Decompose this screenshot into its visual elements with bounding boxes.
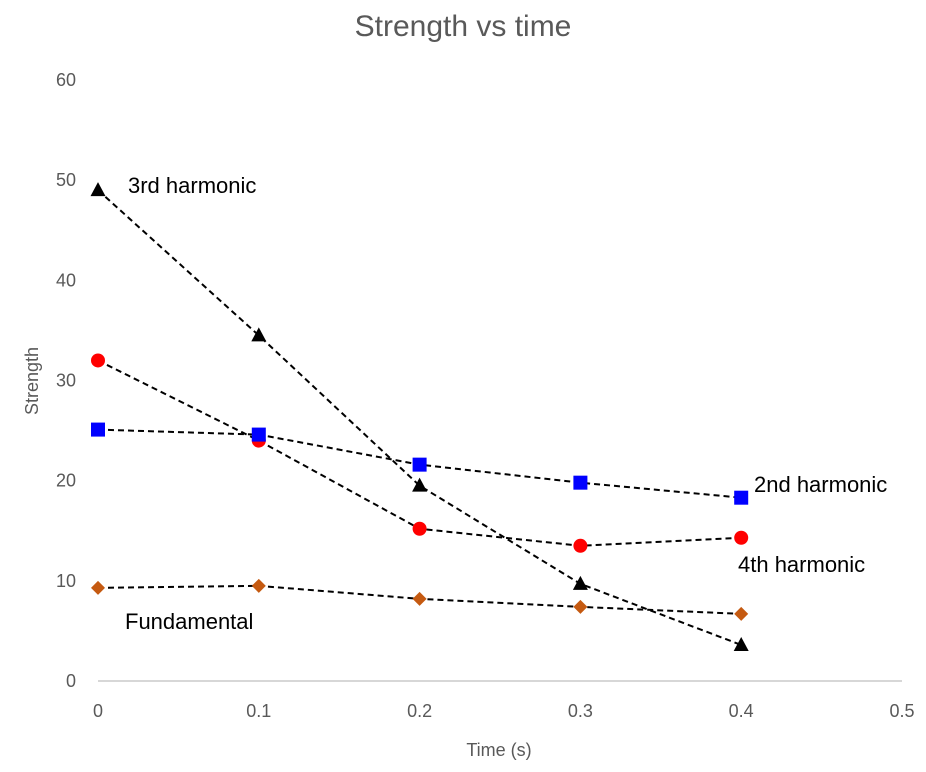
data-point — [90, 182, 106, 197]
y-tick-label: 30 — [56, 371, 76, 391]
data-point — [734, 530, 749, 545]
data-point — [412, 591, 427, 606]
x-tick-label: 0.1 — [246, 701, 271, 721]
data-point — [91, 580, 105, 595]
data-point — [91, 422, 105, 437]
x-tick-label: 0.2 — [407, 701, 432, 721]
y-tick-label: 40 — [56, 270, 76, 290]
x-axis-label: Time (s) — [466, 740, 531, 760]
data-point — [251, 578, 266, 593]
y-tick-label: 10 — [56, 571, 76, 591]
series-label: 2nd harmonic — [754, 472, 887, 497]
data-point — [572, 575, 588, 590]
series-markers — [90, 182, 749, 651]
data-point — [573, 475, 588, 490]
x-tick-label: 0.5 — [889, 701, 914, 721]
x-tick-label: 0.4 — [729, 701, 754, 721]
series-lines — [97, 189, 742, 646]
series-label: 4th harmonic — [738, 552, 865, 577]
axes: 0 10 20 30 40 50 60 0 0.1 0.2 0.3 0.4 0.5 — [56, 70, 915, 721]
x-tick-label: 0 — [93, 701, 103, 721]
data-point — [412, 521, 427, 536]
data-point — [251, 327, 267, 342]
series-line — [97, 359, 742, 547]
data-point — [412, 457, 427, 472]
data-point — [412, 477, 428, 492]
series-annotations: 3rd harmonic 4th harmonic 2nd harmonic Fund… — [125, 173, 887, 634]
y-axis-label: Strength — [22, 347, 42, 415]
series-label: Fundamental — [125, 609, 253, 634]
data-point — [573, 599, 588, 614]
data-point — [251, 427, 266, 442]
chart-title: Strength vs time — [355, 10, 572, 43]
data-point — [734, 606, 749, 621]
data-point — [734, 490, 749, 505]
y-tick-label: 60 — [56, 70, 76, 90]
series-line — [97, 189, 742, 646]
data-point — [573, 538, 588, 553]
series-label: 3rd harmonic — [128, 173, 256, 198]
y-tick-label: 20 — [56, 471, 76, 491]
data-point — [91, 353, 105, 368]
data-point — [733, 636, 749, 651]
x-tick-label: 0.3 — [568, 701, 593, 721]
y-tick-label: 0 — [66, 671, 76, 691]
y-tick-label: 50 — [56, 170, 76, 190]
